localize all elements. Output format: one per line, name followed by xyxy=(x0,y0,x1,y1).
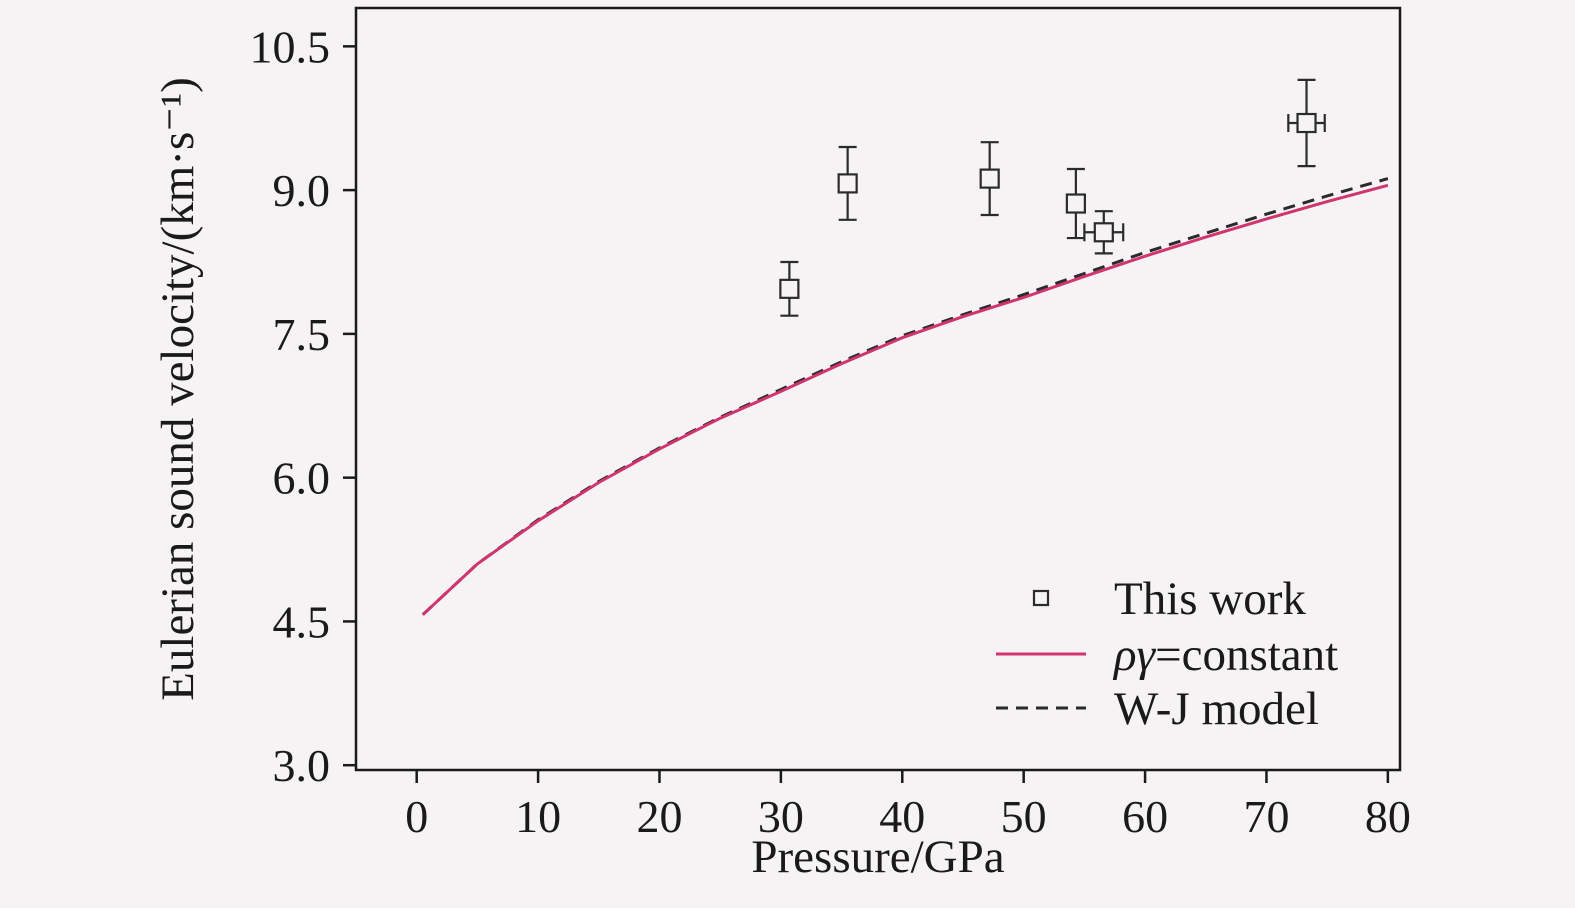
plot-frame xyxy=(354,6,1402,772)
legend-label: W-J model xyxy=(1114,683,1319,735)
legend-label: ργ=constant xyxy=(1112,629,1338,681)
legend-entry: This work xyxy=(1032,573,1306,625)
scatter-marker-square xyxy=(1296,112,1317,134)
data-point xyxy=(1065,167,1086,240)
y-tick-label: 7.5 xyxy=(273,309,331,360)
x-tick-label: 50 xyxy=(1001,791,1047,842)
y-tick-label: 4.5 xyxy=(273,596,331,647)
scatter-marker-square xyxy=(837,173,858,194)
data-point xyxy=(779,260,800,317)
scatter-marker-square xyxy=(1093,222,1114,243)
y-tick-label: 10.5 xyxy=(250,21,331,72)
series-line-wj-model xyxy=(421,177,1389,616)
x-tick-label: 10 xyxy=(515,791,561,842)
scatter-marker-square xyxy=(779,278,800,299)
series-layer xyxy=(421,78,1389,616)
x-tick-label: 30 xyxy=(758,791,804,842)
legend-entry: ργ=constant xyxy=(996,629,1338,681)
legend-marker-square xyxy=(1032,589,1050,607)
legend-entry: W-J model xyxy=(996,683,1319,735)
y-tick-label: 9.0 xyxy=(273,165,331,216)
data-point xyxy=(837,145,858,221)
x-axis-label: Pressure/GPa xyxy=(751,831,1004,883)
scatter-marker-square xyxy=(979,168,1000,189)
x-tick-label: 80 xyxy=(1365,791,1411,842)
y-tick-label: 6.0 xyxy=(273,453,331,504)
data-point xyxy=(1083,210,1125,255)
data-point xyxy=(1287,78,1326,168)
x-tick-label: 20 xyxy=(636,791,682,842)
series-line-rho-gamma-constant xyxy=(421,183,1389,616)
x-tick-label: 70 xyxy=(1243,791,1289,842)
y-axis-label: Eulerian sound velocity/(km·s⁻¹) xyxy=(152,77,204,701)
x-tick-label: 40 xyxy=(879,791,925,842)
data-point xyxy=(979,141,1000,217)
legend-label: This work xyxy=(1114,573,1306,625)
x-tick-label: 0 xyxy=(405,791,428,842)
x-tick-label: 60 xyxy=(1122,791,1168,842)
axis-ticks: 0 10 20 30 40 50 60 70 80 3.0 4.5 6.0 7.5 9.0 10.5 xyxy=(250,21,1411,842)
scatter-marker-square xyxy=(1065,193,1086,214)
y-tick-label: 3.0 xyxy=(273,740,331,791)
